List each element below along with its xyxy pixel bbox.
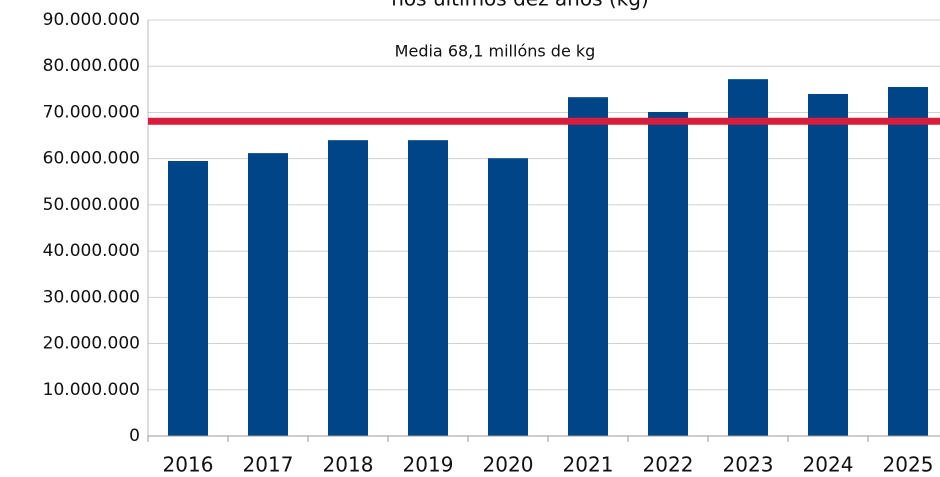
- x-tick-label: 2022: [643, 453, 694, 477]
- y-tick-label: 30.000.000: [43, 287, 140, 307]
- x-tick-label: 2021: [563, 453, 614, 477]
- bar: [888, 87, 928, 437]
- x-tick-label: 2023: [723, 453, 774, 477]
- x-tick-label: 2020: [483, 453, 534, 477]
- y-tick-label: 90.000.000: [43, 10, 140, 30]
- y-tick-label: 20.000.000: [43, 334, 140, 354]
- bar: [568, 97, 608, 437]
- x-tick-label: 2018: [323, 453, 374, 477]
- bar: [808, 93, 848, 436]
- y-tick-label: 50.000.000: [43, 195, 140, 215]
- bar: [408, 140, 448, 436]
- bar: [728, 79, 768, 437]
- bar: [488, 158, 528, 436]
- y-tick-label: 80.000.000: [43, 56, 140, 76]
- x-tick-label: 2019: [403, 453, 454, 477]
- bar: [648, 111, 688, 436]
- y-tick-label: 60.000.000: [43, 149, 140, 169]
- reference-label: Media 68,1 millóns de kg: [395, 42, 596, 61]
- bar: [328, 140, 368, 436]
- bar: [168, 160, 208, 436]
- chart-title: nos últimos dez anos (kg): [391, 0, 649, 11]
- x-tick-label: 2016: [163, 453, 214, 477]
- y-tick-label: 40.000.000: [43, 241, 140, 261]
- x-tick-label: 2024: [803, 453, 854, 477]
- x-tick-label: 2017: [243, 453, 294, 477]
- y-tick-label: 10.000.000: [43, 380, 140, 400]
- x-tick-label: 2025: [883, 453, 934, 477]
- y-tick-label: 70.000.000: [43, 102, 140, 122]
- y-tick-label: 0: [129, 426, 140, 446]
- bar: [248, 153, 288, 436]
